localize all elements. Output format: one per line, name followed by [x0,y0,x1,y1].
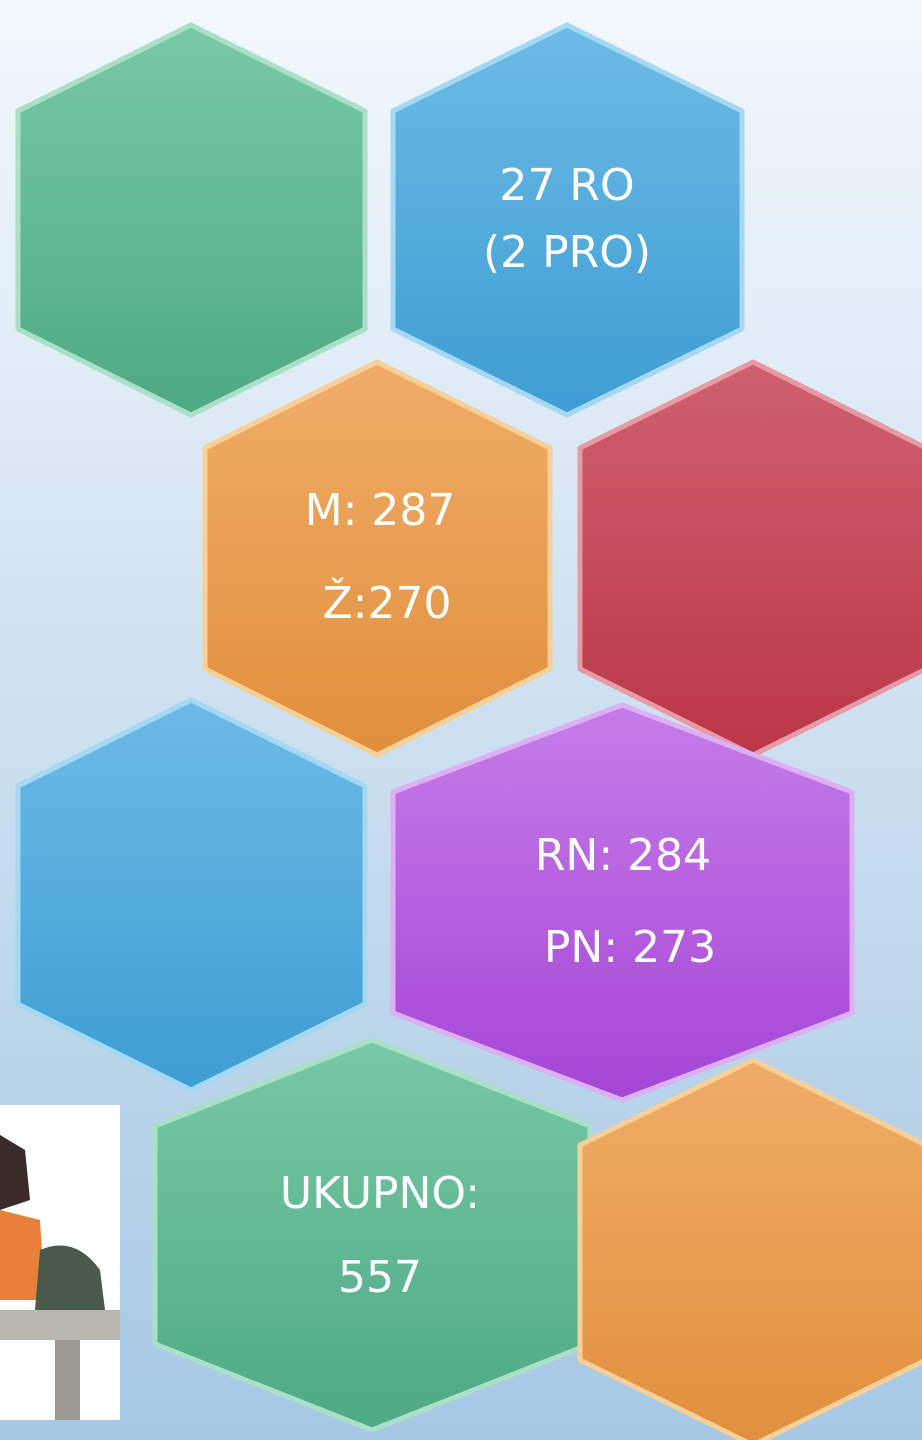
tile-text: Ž:270 [323,576,452,629]
hexagon [393,25,742,415]
hexagon [580,362,922,755]
hexagon [205,362,550,755]
tile-text: UKUPNO: [280,1168,480,1219]
hexagon [155,1040,590,1430]
tile-text: RN: 284 [535,830,711,881]
slide: 27 RO (2 PRO) M: 287 Ž:270 RN: 284 PN: 2… [0,0,922,1440]
tile-text: PN: 273 [544,922,716,973]
hexagon [18,700,365,1090]
desk [0,1310,120,1340]
page: 27 RO (2 PRO) M: 287 Ž:270 RN: 284 PN: 2… [0,0,922,1440]
hexagon [393,705,852,1100]
tile-text: 27 RO [499,160,634,211]
tile-text: (2 PRO) [483,227,651,278]
tile-text: M: 287 [305,485,456,536]
desk-leg [55,1340,80,1420]
tile-text: 557 [338,1252,422,1303]
clipart [0,1105,120,1420]
hexagon [18,25,365,415]
